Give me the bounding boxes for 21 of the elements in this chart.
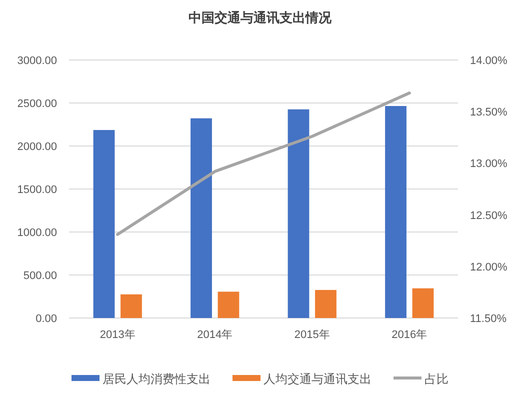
y-tick-label: 2000.00	[17, 141, 57, 153]
y2-tick-label: 11.50%	[470, 313, 507, 325]
y2-tick-label: 13.00%	[470, 158, 508, 170]
y-tick-label: 0.00	[36, 313, 57, 325]
legend-label: 人均交通与通讯支出	[264, 372, 372, 386]
x-tick-label: 2015年	[294, 329, 330, 341]
x-tick-label: 2014年	[197, 329, 233, 341]
y2-tick-label: 12.00%	[470, 261, 508, 274]
y2-tick-label: 13.50%	[470, 106, 508, 119]
y-tick-label: 2500.00	[17, 98, 57, 110]
chart-title: 中国交通与通讯支出情况	[188, 10, 332, 25]
x-tick-label: 2013年	[100, 329, 136, 341]
legend-label: 居民人均消费性支出	[102, 372, 210, 386]
y-tick-label: 1500.00	[17, 184, 57, 196]
x-tick-label: 2016年	[392, 329, 428, 341]
y-tick-label: 1000.00	[17, 227, 57, 239]
y2-tick-label: 14.00%	[470, 55, 508, 67]
legend-label: 占比	[424, 372, 448, 386]
y-tick-label: 500.00	[23, 270, 57, 282]
y2-tick-label: 12.50%	[470, 210, 508, 222]
y-tick-label: 3000.00	[17, 55, 57, 67]
